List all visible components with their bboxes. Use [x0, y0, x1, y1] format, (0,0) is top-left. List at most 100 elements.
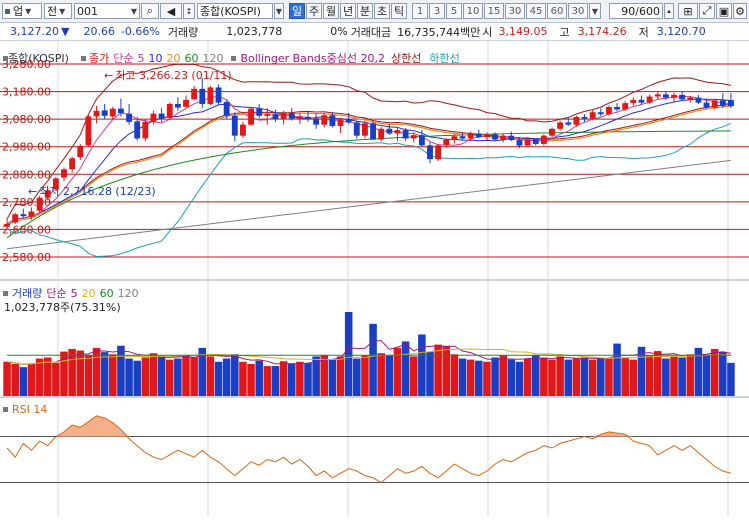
volume-bar [109, 354, 117, 396]
candle-body [573, 116, 580, 125]
account-select[interactable]: 업 ▼ [2, 3, 42, 19]
high-annotation-text: 최고 3,266.23 (01/11) [115, 69, 232, 82]
candle-body [264, 114, 271, 116]
interval-button[interactable]: 3 [429, 3, 445, 19]
candle-body [329, 115, 336, 127]
sound-button[interactable]: ◀ [160, 3, 182, 19]
down-arrow-icon: ▼ [60, 25, 70, 38]
volume-bar [190, 357, 198, 396]
chart-tools-button[interactable]: ⊞ [678, 3, 698, 19]
count-input[interactable]: 90/600 [609, 3, 663, 19]
candle-body [492, 134, 498, 140]
volume-bar [271, 366, 280, 396]
volume-bar [458, 358, 467, 396]
tools-icon: ⊞ [683, 4, 693, 18]
volume-bar [76, 350, 85, 396]
volume-bar [629, 359, 638, 396]
tab-period[interactable]: 분 [357, 3, 373, 19]
interval-button[interactable]: 1 [412, 3, 428, 19]
bb-label: Bollinger Bands중심선 20,2 [240, 52, 385, 65]
volume-bar [27, 363, 36, 396]
candle-body [296, 116, 303, 119]
candle-body [418, 135, 425, 146]
volume-bar [556, 356, 564, 396]
volume-current: 1,023,778주(75.31%) [4, 299, 125, 315]
volume-bar [133, 360, 141, 396]
volume-bar [670, 356, 678, 396]
chart-area[interactable]: 3,280.00 3,180.00 3,080.00 2,980.00 2,880.00… [0, 41, 749, 517]
volume-bar [499, 355, 507, 396]
candle-body [280, 113, 287, 120]
high-label: 고 [559, 25, 570, 39]
tab-period[interactable]: 월 [323, 3, 339, 19]
interval-button[interactable]: 10 [463, 3, 483, 19]
period-select[interactable]: 전 ▼ [44, 3, 72, 19]
volume-bar [702, 355, 711, 396]
interval-button[interactable]: 30 [568, 3, 588, 19]
candle-body [484, 134, 490, 138]
code-input[interactable]: 001 ▼ [74, 3, 140, 19]
candle-body [126, 113, 132, 122]
bb-lower-label: 하한선 [429, 52, 460, 65]
volume-bar [719, 352, 727, 396]
speaker-icon: ◀ [166, 4, 176, 18]
tab-period[interactable]: 틱 [391, 3, 407, 19]
candle-body [557, 122, 564, 129]
volume-ma-label: 단순 [46, 287, 67, 300]
volume-bar [662, 358, 670, 396]
volume-bar [678, 357, 686, 396]
interval-button[interactable]: 45 [526, 3, 546, 19]
interval-dropdown-button[interactable]: ▼ [589, 3, 601, 19]
expand-icon: ⤢ [702, 4, 712, 17]
count-spinner[interactable]: ▴ [664, 3, 674, 19]
candle-body [248, 108, 254, 125]
volume-bar [377, 353, 385, 396]
volume-bar [393, 347, 402, 396]
candle-body [345, 119, 352, 123]
candle-body [61, 169, 67, 178]
tab-period[interactable]: 일 [289, 3, 305, 19]
volume-bar [60, 351, 68, 396]
candle-body [378, 128, 385, 140]
tab-period[interactable]: 주 [306, 3, 322, 19]
candle-body [516, 140, 523, 146]
name-dropdown-button[interactable]: ▼ [274, 3, 284, 19]
candle-body [20, 214, 27, 217]
volume-current-value: 1,023,778주(75.31%) [4, 301, 121, 314]
name-display[interactable]: 종합(KOSPI) [197, 3, 273, 19]
volume-value: 1,023,778 [226, 25, 283, 38]
prev-next-button[interactable]: ↕ [183, 3, 195, 19]
settings-button[interactable]: ⚙ [733, 3, 747, 19]
tab-period[interactable]: 초 [374, 3, 390, 19]
candle-body [459, 136, 466, 139]
chart-canvas[interactable]: 3,280.00 3,180.00 3,080.00 2,980.00 2,880.00… [0, 41, 749, 517]
y-tick-label: 3,080.00 [2, 113, 51, 126]
volume-bar [344, 312, 353, 396]
candle-body [305, 116, 311, 120]
volume-bar [84, 355, 93, 396]
candle-body [703, 102, 710, 108]
candle-body [646, 96, 653, 103]
volume-bar [442, 345, 451, 396]
volume-bar [35, 358, 44, 396]
interval-button[interactable]: 5 [446, 3, 462, 19]
candle-body [142, 121, 149, 139]
volume-title: 거래량 [12, 287, 43, 300]
left-arrow-icon: ← [28, 184, 38, 198]
tab-period[interactable]: 년 [340, 3, 356, 19]
ma-period-120: 120 [202, 51, 224, 65]
save-button[interactable]: ▣ [716, 3, 732, 19]
search-button[interactable]: ⌕ [141, 3, 159, 19]
interval-button[interactable]: 30 [505, 3, 525, 19]
expand-button[interactable]: ⤢ [699, 3, 715, 19]
candle-body [475, 133, 482, 138]
interval-buttons: 1 3 5 10 15 30 45 60 30 [411, 3, 588, 19]
interval-button[interactable]: 60 [547, 3, 567, 19]
volume-bar [68, 348, 76, 396]
candle-body [158, 113, 165, 119]
volume-bar [239, 361, 247, 396]
candle-body [215, 87, 222, 103]
chevron-down-icon: ▼ [275, 6, 283, 16]
interval-button[interactable]: 15 [484, 3, 504, 19]
